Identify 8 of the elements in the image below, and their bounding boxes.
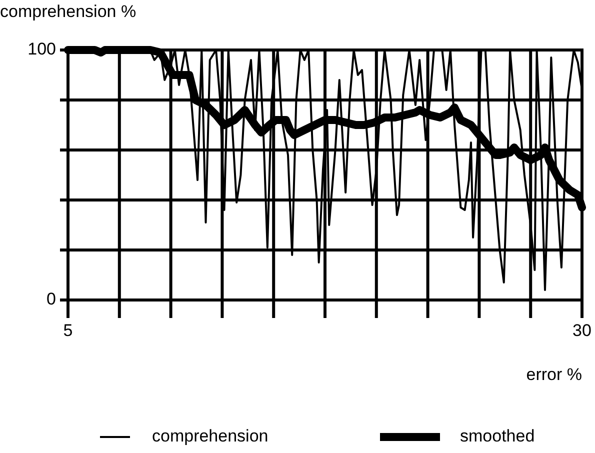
x-tick-label: 5 [63,321,73,340]
x-tick-label: 30 [572,321,592,340]
legend-label: smoothed [460,426,535,446]
y-axis-title: comprehension % [0,2,136,21]
y-tick-label: 0 [46,289,56,308]
legend-label: comprehension [152,426,268,446]
x-axis-title: error % [526,365,582,384]
y-tick-label: 100 [28,39,56,58]
